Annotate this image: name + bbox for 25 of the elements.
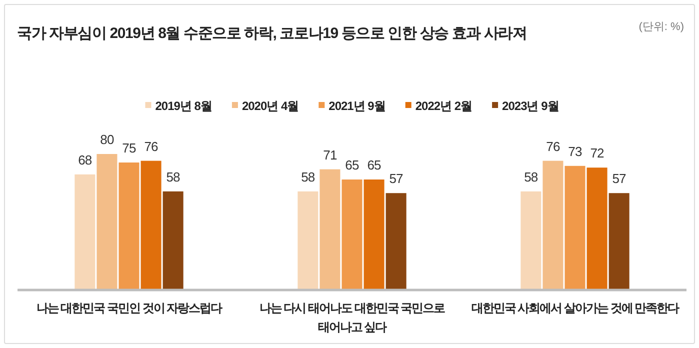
data-label: 80 (100, 132, 114, 147)
data-label: 57 (612, 171, 626, 186)
data-label: 58 (166, 169, 180, 184)
data-label: 68 (78, 152, 92, 168)
category-label: 나는 대한민국 국민인 것이 자랑스럽다 (36, 301, 222, 315)
data-label: 72 (590, 146, 604, 161)
title: 국가 자부심이 2019년 8월 수준으로 하락, 코로나19 등으로 인한 상승 효과 사라져 (17, 25, 527, 42)
category-label: 나는 다시 태어나도 대한민국 국민으로 태어나고 싶다 (259, 301, 445, 334)
data-label: 58 (301, 169, 315, 184)
data-label: 57 (389, 171, 403, 186)
category-label: 대한민국 사회에서 살아가는 것에 만족한다 (471, 301, 679, 315)
legend-item: 2020년 4월 (232, 99, 299, 113)
data-label: 76 (546, 138, 560, 154)
data-label: 73 (568, 144, 582, 159)
legend-item: 2021년 9월 (318, 99, 386, 113)
data-label: 65 (367, 158, 381, 172)
data-label: 71 (323, 147, 337, 162)
data-label: 58 (524, 169, 538, 184)
legend-item: 2023년 9월 (492, 99, 559, 113)
data-label: 65 (345, 158, 359, 172)
annotation: (단위: %) (638, 21, 684, 33)
legend-item: 2019년 8월 (145, 99, 212, 113)
data-label: 76 (144, 138, 158, 154)
legend-item: 2022년 2월 (405, 99, 472, 113)
data-label: 75 (122, 140, 136, 156)
